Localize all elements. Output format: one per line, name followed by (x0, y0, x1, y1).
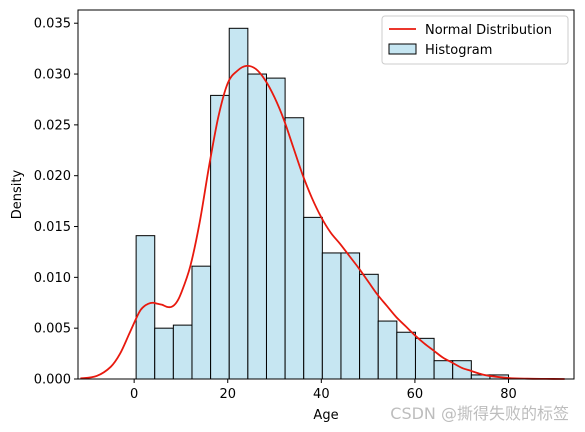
y-tick-label: 0.005 (34, 322, 71, 337)
legend-histogram-swatch (388, 43, 417, 55)
histogram-bar (228, 27, 249, 380)
x-tick-label: 80 (500, 387, 517, 402)
y-tick-label: 0.020 (34, 169, 71, 184)
y-axis-label: Density (10, 169, 25, 219)
x-tick-label: 60 (407, 387, 424, 402)
y-tick-label: 0.030 (34, 68, 71, 83)
distribution-curve-group (80, 64, 565, 380)
histogram-bar (433, 360, 454, 380)
x-axis-label: Age (313, 408, 338, 423)
histogram-bars (135, 27, 509, 380)
plot-frame (77, 9, 575, 380)
histogram-bar (191, 265, 212, 380)
normal-distribution-curve (80, 64, 565, 380)
histogram-bar (154, 327, 174, 380)
histogram-bar (247, 73, 267, 380)
y-tick-label: 0.015 (34, 220, 71, 235)
legend-histogram-label: Histogram (425, 43, 492, 58)
legend-box (381, 15, 569, 65)
histogram-bar (396, 331, 416, 380)
legend-curve-label: Normal Distribution (425, 23, 552, 38)
histogram-bar (303, 216, 323, 380)
watermark: CSDN @撕得失败的标签 (390, 404, 569, 423)
x-tick-label: 40 (313, 387, 330, 402)
histogram-bar (340, 252, 361, 380)
histogram-bar (135, 235, 156, 380)
legend: Normal Distribution Histogram (381, 15, 569, 65)
y-tick-label: 0.025 (34, 118, 71, 133)
y-tick-label: 0.000 (34, 373, 71, 388)
y-tick-label: 0.035 (34, 17, 71, 32)
histogram-bar (359, 273, 379, 380)
histogram-bar (284, 117, 305, 380)
histogram-bar (172, 324, 193, 380)
histogram-bar (321, 252, 342, 380)
y-tick-label: 0.010 (34, 271, 71, 286)
histogram-bar (377, 320, 398, 380)
axis-ticks: 0 20 40 60 80 0.000 0.005 0.010 0.015 0.020 0.025 0… (34, 17, 517, 402)
histogram-bar (265, 77, 286, 380)
x-tick-label: 0 (130, 387, 138, 402)
x-tick-label: 20 (219, 387, 236, 402)
